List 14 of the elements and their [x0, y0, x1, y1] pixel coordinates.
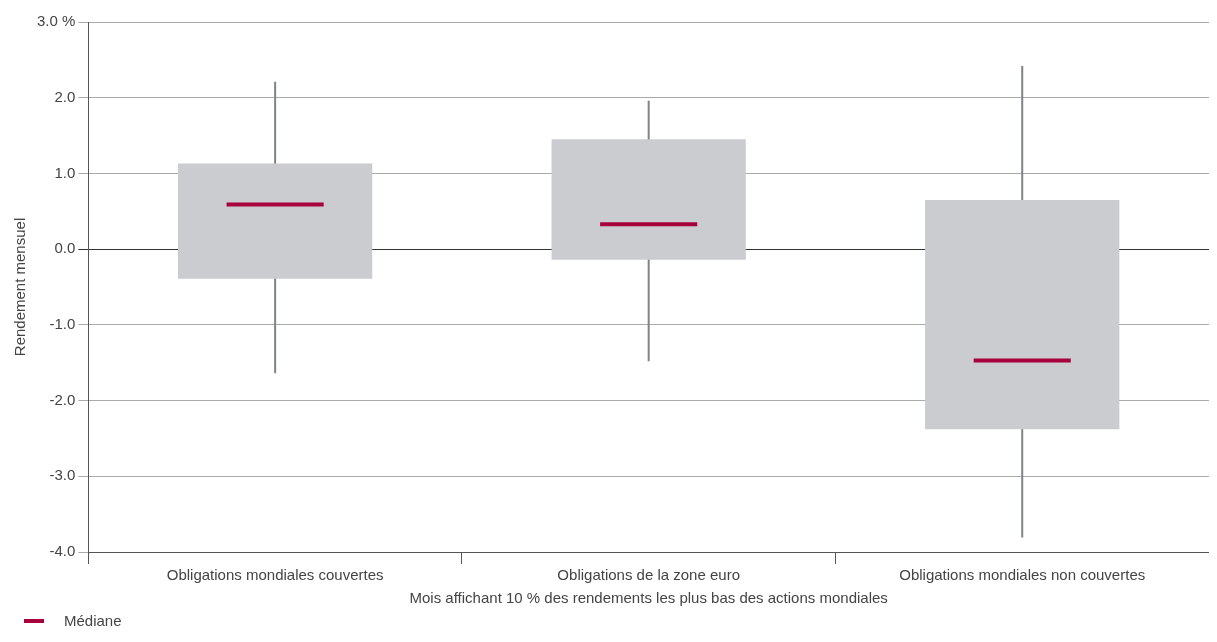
x-axis-title: Mois affichant 10 % des rendements les plus bas des actions mondiales [409, 589, 888, 607]
y-tick-label: -3.0 [49, 466, 76, 484]
y-tick-label: 3.0 % [37, 12, 76, 30]
y-tick-label: -4.0 [49, 542, 76, 560]
y-tick-label: 0.0 [54, 239, 76, 257]
text: Médiane [64, 612, 122, 629]
x-tick-label: Obligations mondiales non couvertes [899, 566, 1146, 584]
y-tick-label: 1.0 [54, 163, 76, 181]
x-tick-label: Obligations de la zone euro [557, 566, 740, 584]
y-tick-label: -2.0 [49, 390, 76, 408]
x-tick-label: Obligations mondiales couvertes [166, 566, 384, 584]
y-axis-title: Rendement mensuel [11, 217, 29, 357]
y-tick-label: -1.0 [49, 315, 76, 332]
y-tick-label: 2.0 [54, 87, 76, 105]
